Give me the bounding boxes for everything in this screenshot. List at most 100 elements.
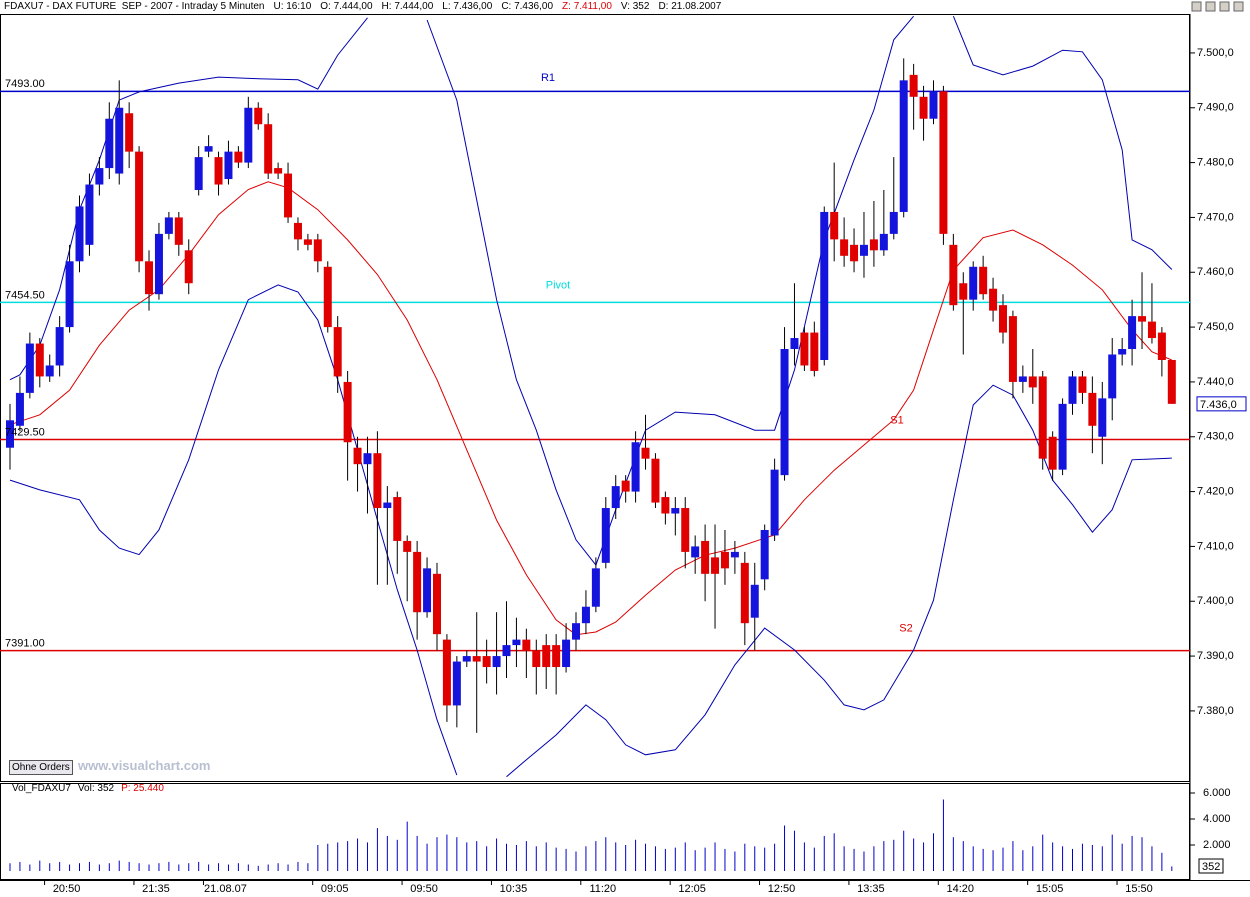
price-plot: [0, 15, 1190, 778]
x-tick-label: 21.08.07: [204, 883, 247, 895]
candle-body: [532, 650, 541, 668]
header-item: U: 16:10: [273, 1, 312, 12]
candle-body: [572, 623, 581, 640]
last-price-label: 7.436,0: [1200, 399, 1237, 411]
candle-body: [303, 239, 312, 245]
candle-body: [1157, 332, 1166, 360]
candle-body: [671, 508, 680, 514]
candle-body: [492, 656, 501, 668]
x-tick-label: 12:05: [678, 883, 706, 895]
x-tick-label: 13:35: [857, 883, 885, 895]
x-tick-label: 14:20: [947, 883, 975, 895]
chart-header: FDAXU7 - DAX FUTURE SEP - 2007 - Intrada…: [4, 0, 730, 14]
candle-body: [75, 206, 84, 262]
candle-body: [591, 568, 600, 607]
last-volume-box: [1198, 858, 1224, 874]
header-item: Vol_FDAXU7: [12, 783, 71, 794]
header-item: Vol: 352: [77, 783, 115, 794]
header-item: FDAXU7 - DAX FUTURE SEP - 2007 - Intrada…: [4, 1, 265, 12]
candle-body: [264, 124, 273, 174]
candle-body: [979, 266, 988, 295]
candle-body: [1028, 376, 1037, 388]
candle-body: [601, 508, 610, 563]
candle-body: [284, 173, 293, 218]
y-tick-label: 7.410,0: [1197, 540, 1234, 552]
candle-body: [661, 497, 670, 514]
candle-body: [909, 74, 918, 97]
candle-body: [949, 244, 958, 306]
y-tick-label: 7.470,0: [1197, 211, 1234, 223]
candle-body: [293, 222, 302, 240]
candle-body: [462, 656, 471, 662]
level-name: Pivot: [546, 279, 570, 291]
candle-body: [1048, 436, 1057, 470]
x-tick-label: 09:50: [410, 883, 438, 895]
x-tick-label: 10:35: [500, 883, 528, 895]
candle-body: [770, 469, 779, 536]
orders-button[interactable]: Ohne Orders: [9, 760, 73, 775]
candle-body: [403, 540, 412, 552]
candle-body: [879, 233, 888, 251]
candle-body: [711, 557, 720, 574]
candle-body: [969, 266, 978, 300]
indicator-line: [9, 284, 1172, 778]
candle-body: [651, 458, 660, 503]
candle-body: [681, 508, 690, 552]
candle-body: [432, 573, 441, 635]
candle-body: [760, 529, 769, 580]
candle-body: [1018, 376, 1027, 382]
level-value-label: 7454.50: [5, 289, 45, 301]
y-tick-label: 7.390,0: [1197, 650, 1234, 662]
candle-body: [125, 113, 134, 152]
level-value-label: 7391.00: [5, 638, 45, 650]
candle-body: [224, 151, 233, 180]
level-name: R1: [541, 72, 555, 84]
candle-body: [65, 261, 74, 328]
level-value-label: 7493.00: [5, 78, 45, 90]
candle-body: [830, 211, 839, 240]
axes: 7.380,0 7.390,0 7.400,0 7.410,0 7.420,0 7.430…: [5, 47, 1247, 895]
header-item: P: 25.440: [121, 783, 164, 794]
candle-body: [840, 239, 849, 256]
level-name: S2: [899, 623, 912, 635]
candle-body: [333, 327, 342, 377]
header-item: D: 21.08.2007: [658, 1, 722, 12]
candle-body: [691, 546, 700, 558]
x-tick-label: 21:35: [142, 883, 170, 895]
candle-body: [145, 261, 154, 295]
candle-body: [552, 645, 561, 668]
x-tick-label: 15:05: [1036, 883, 1064, 895]
candle-body: [522, 639, 531, 651]
candle-body: [631, 442, 640, 492]
candle-body: [313, 239, 322, 262]
x-tick-label: 15:50: [1125, 883, 1153, 895]
y-tick-label: 7.420,0: [1197, 485, 1234, 497]
candle-body: [581, 606, 590, 624]
candle-body: [720, 551, 729, 569]
candle-body: [1068, 376, 1077, 404]
candle-body: [502, 645, 511, 657]
candle-body: [1078, 376, 1087, 393]
y-tick-label: 7.440,0: [1197, 376, 1234, 388]
x-tick-label: 20:50: [53, 883, 81, 895]
volume-tick-label: 4.000: [1203, 813, 1231, 825]
candle-body: [373, 453, 382, 509]
header-item: O: 7.444,00: [320, 1, 373, 12]
x-tick-label: 12:50: [768, 883, 796, 895]
volume-plot: [9, 799, 1173, 871]
candle-body: [512, 639, 521, 646]
y-tick-label: 7.500,0: [1197, 47, 1234, 59]
candle-body: [323, 266, 332, 328]
candle-body: [790, 338, 799, 350]
header-item: Z: 7.411,00: [562, 1, 612, 12]
candle-body: [989, 288, 998, 311]
candle-body: [353, 447, 362, 465]
candle-body: [25, 343, 34, 393]
candle-body: [423, 568, 432, 613]
last-volume-label: 352: [1202, 861, 1220, 873]
y-tick-label: 7.380,0: [1197, 705, 1234, 717]
candle-body: [889, 211, 898, 234]
candle-body: [1058, 403, 1067, 470]
header-item: L: 7.436,00: [442, 1, 493, 12]
header-item: C: 7.436,00: [501, 1, 554, 12]
